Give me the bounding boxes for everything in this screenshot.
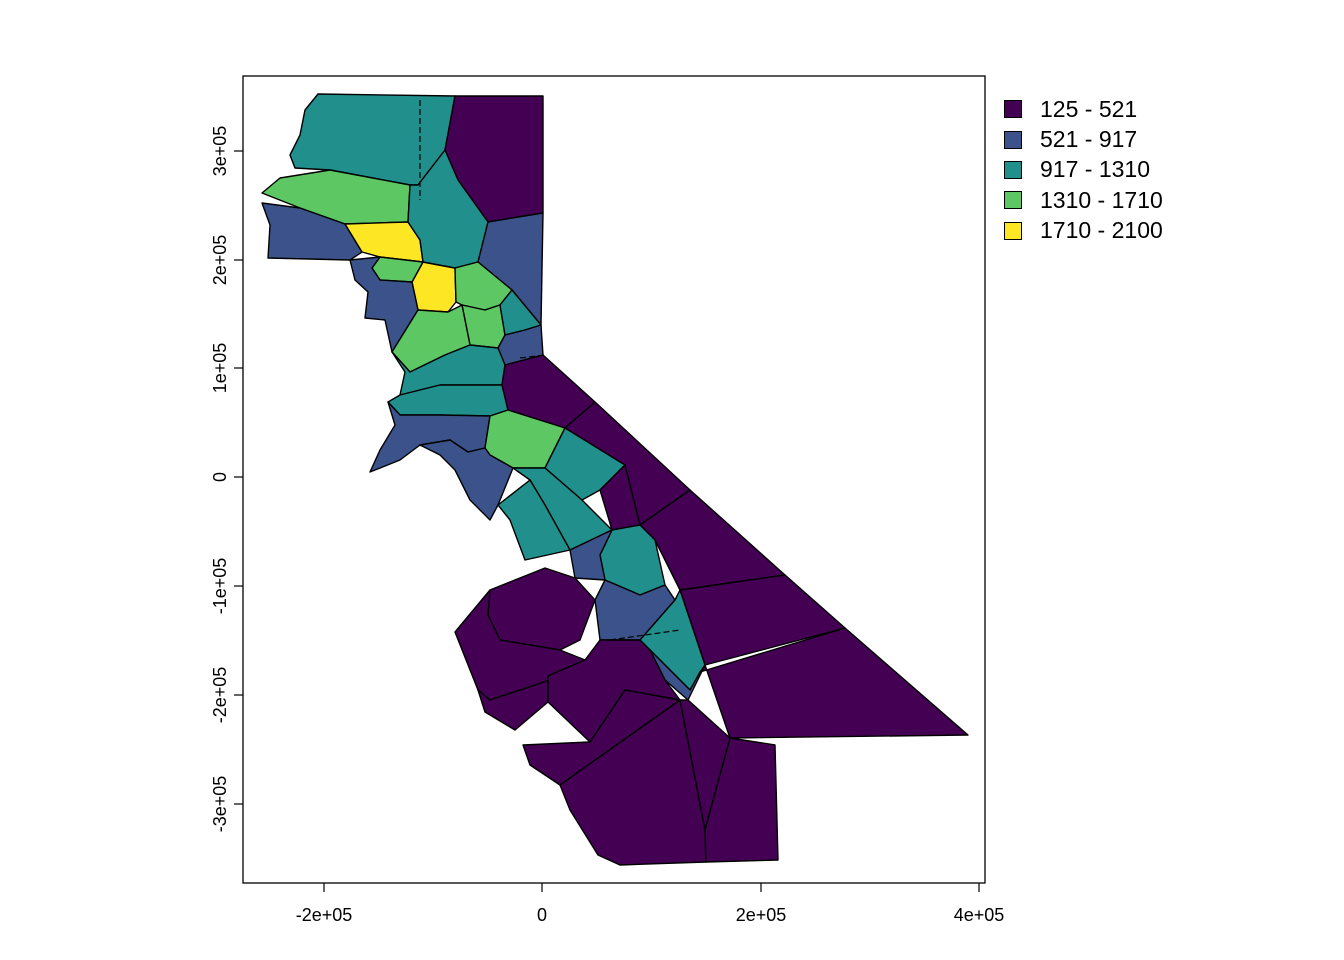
legend-label: 1710 - 2100 [1040, 217, 1163, 244]
region-purple-e3 [639, 489, 786, 591]
legend-swatch [1004, 100, 1022, 119]
legend-swatch [1004, 191, 1022, 210]
y-tick-label: 0 [210, 472, 230, 482]
legend-item: 1710 - 2100 [1004, 216, 1163, 246]
y-tick-label: 3e+05 [210, 126, 230, 177]
county-boundaries [419, 100, 681, 641]
y-tick-label: -2e+05 [210, 667, 230, 724]
region-blue-s2 [569, 529, 613, 581]
region-purple-sw1 [487, 567, 596, 651]
legend: 125 - 521 521 - 917 917 - 1310 1310 - 17… [1004, 94, 1163, 246]
y-tick-label: -1e+05 [210, 558, 230, 615]
x-tick-label: 0 [537, 905, 547, 925]
legend-swatch [1004, 221, 1022, 240]
plot-frame [242, 75, 986, 884]
legend-label: 1310 - 1710 [1040, 186, 1163, 213]
region-purple-e5 [699, 627, 969, 739]
y-tick-label: -3e+05 [210, 776, 230, 833]
x-tick-label: 2e+05 [736, 905, 787, 925]
y-tick-label: 2e+05 [210, 235, 230, 286]
legend-item: 1310 - 1710 [1004, 185, 1163, 215]
map-regions [261, 93, 969, 866]
region-teal-s1 [544, 427, 626, 501]
legend-label: 125 - 521 [1040, 95, 1138, 122]
legend-swatch [1004, 160, 1022, 179]
legend-label: 521 - 917 [1040, 126, 1138, 153]
region-blue-s1 [419, 439, 514, 521]
legend-swatch [1004, 130, 1022, 149]
x-tick-label: -2e+05 [296, 905, 353, 925]
legend-item: 125 - 521 [1004, 94, 1163, 124]
legend-item: 917 - 1310 [1004, 155, 1163, 185]
y-axis [234, 150, 243, 805]
region-w-blue [261, 202, 363, 261]
y-tick-label: 1e+05 [210, 343, 230, 394]
region-purple-s5 [704, 737, 779, 863]
x-axis [323, 883, 980, 892]
legend-label: 917 - 1310 [1040, 156, 1150, 183]
county-line-east [519, 354, 546, 359]
county-line-south [609, 629, 681, 641]
x-tick-label: 4e+05 [954, 905, 1005, 925]
legend-item: 521 - 917 [1004, 124, 1163, 154]
